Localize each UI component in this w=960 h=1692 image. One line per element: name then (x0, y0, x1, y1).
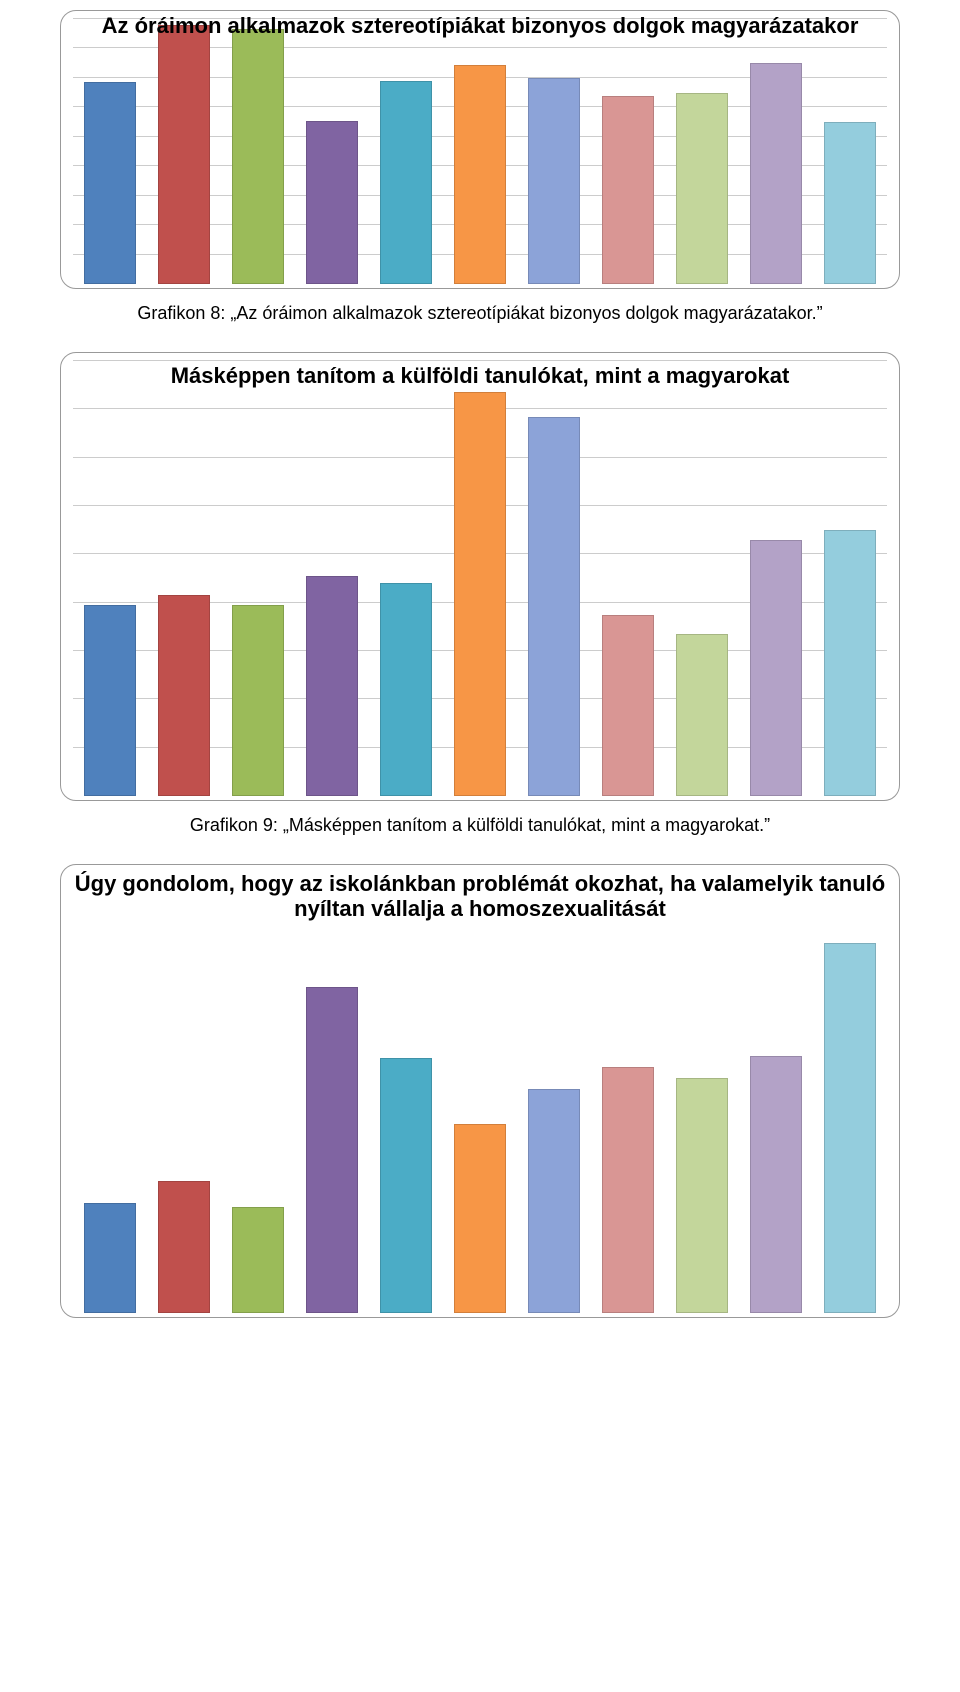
chart8-bar-5 (454, 65, 506, 284)
chart8-caption: Grafikon 8: „Az óráimon alkalmazok szter… (60, 303, 900, 324)
chart8-bar-1 (158, 25, 210, 284)
chart9-bar-1 (158, 595, 210, 796)
chart9-bar-3 (306, 576, 358, 796)
chart9-bar-4 (380, 583, 432, 796)
chart9-bar-0 (84, 605, 136, 796)
chart9-bars (73, 361, 887, 796)
chart9-bar-6 (528, 417, 580, 796)
chart9-bar-2 (232, 605, 284, 796)
chart10-bar-6 (528, 1089, 580, 1313)
chart8-bar-10 (824, 122, 876, 284)
chart10-bar-5 (454, 1124, 506, 1313)
page: Az óráimon alkalmazok sztereotípiákat bi… (0, 0, 960, 1358)
chart9-bar-5 (454, 392, 506, 796)
chart8-bar-6 (528, 78, 580, 284)
chart9-bar-10 (824, 530, 876, 796)
chart8-bar-2 (232, 29, 284, 284)
chart9-panel: Másképpen tanítom a külföldi tanulókat, … (60, 352, 900, 801)
chart9-bar-9 (750, 540, 802, 796)
chart10-bar-8 (676, 1078, 728, 1313)
chart8-panel: Az óráimon alkalmazok sztereotípiákat bi… (60, 10, 900, 289)
chart8-bars (73, 19, 887, 284)
chart10-bar-7 (602, 1067, 654, 1313)
chart10-plot-area (73, 873, 887, 1313)
chart8-plot-area (73, 19, 887, 284)
chart10-panel: Úgy gondolom, hogy az iskolánkban problé… (60, 864, 900, 1318)
chart9-plot-area (73, 361, 887, 796)
chart10-bar-3 (306, 987, 358, 1313)
chart9-bar-8 (676, 634, 728, 796)
chart8-bar-0 (84, 82, 136, 284)
chart9-caption: Grafikon 9: „Másképpen tanítom a külföld… (60, 815, 900, 836)
chart8-bar-9 (750, 63, 802, 284)
chart10-bar-4 (380, 1058, 432, 1313)
chart8-bar-3 (306, 121, 358, 284)
chart10-bar-1 (158, 1181, 210, 1313)
chart9-bar-7 (602, 615, 654, 796)
chart10-bar-0 (84, 1203, 136, 1313)
chart8-bar-4 (380, 81, 432, 284)
chart10-bar-9 (750, 1056, 802, 1313)
chart8-bar-7 (602, 96, 654, 284)
chart10-bar-10 (824, 943, 876, 1313)
chart10-bars (73, 873, 887, 1313)
chart8-bar-8 (676, 93, 728, 284)
chart10-bar-2 (232, 1207, 284, 1313)
